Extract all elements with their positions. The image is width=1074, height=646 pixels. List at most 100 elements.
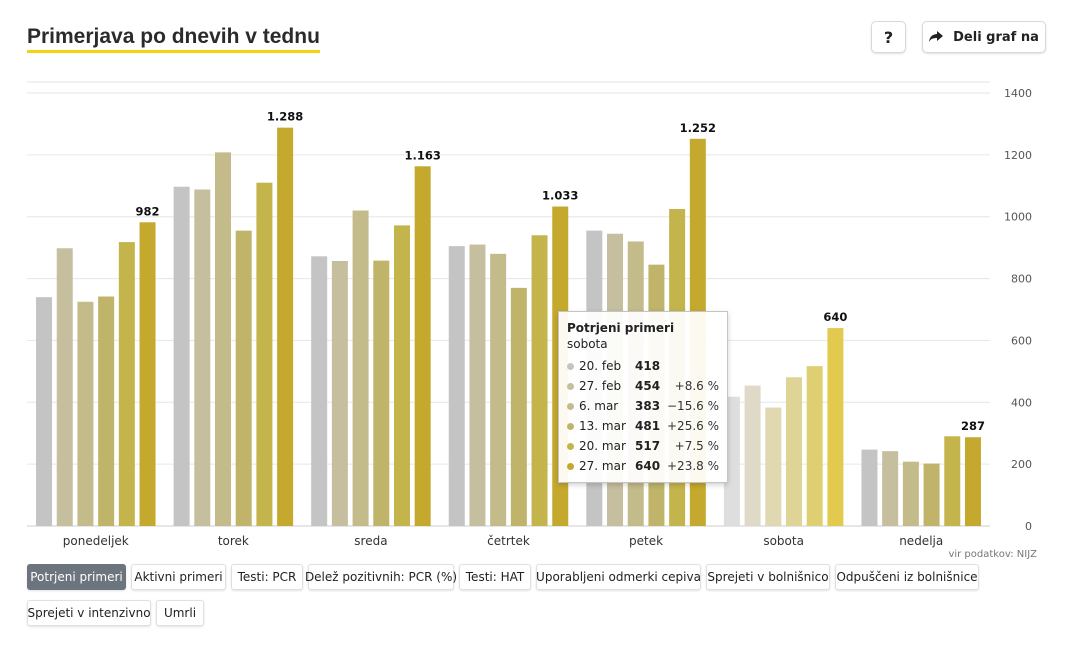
bar	[215, 152, 232, 526]
bar	[373, 260, 390, 526]
share-button[interactable]: Deli graf na	[922, 21, 1046, 53]
value-label: 1.288	[267, 110, 303, 124]
bar	[765, 407, 782, 526]
series-dot-icon	[567, 382, 574, 390]
y-tick-label: 1000	[1004, 211, 1032, 224]
series-dot-icon	[567, 362, 574, 370]
value-label: 982	[136, 204, 160, 218]
y-tick-label: 1200	[1004, 149, 1032, 162]
tab-sprejeti-v-bolnišnico[interactable]: Sprejeti v bolnišnico	[706, 564, 830, 590]
bar	[331, 260, 348, 526]
bar-chart: 0 200 400 600 800 1000 1200 1400 982 ponedeljek 1.…	[27, 81, 1032, 548]
x-category-label: sreda	[354, 534, 387, 548]
bar	[352, 210, 369, 526]
bar	[469, 244, 486, 527]
tab-testi-pcr[interactable]: Testi: PCR	[231, 564, 303, 590]
bar	[194, 189, 211, 527]
series-dot-icon	[567, 422, 574, 430]
tooltip-title: Potrjeni primeri	[567, 321, 675, 335]
bar	[882, 451, 899, 526]
tooltip-row: 20. feb 418	[567, 356, 719, 376]
tooltip-change: +25.6 %	[667, 419, 719, 433]
tab-delež-pozitivnih-pcr[interactable]: Delež pozitivnih: PCR (%)	[305, 564, 457, 590]
bar	[56, 248, 73, 527]
bar	[98, 296, 115, 526]
series-dot-icon	[567, 442, 574, 450]
value-label: 1.252	[680, 121, 716, 135]
tab-odpuščeni-iz-bolnišnice[interactable]: Odpuščeni iz bolnišnice	[835, 564, 979, 590]
value-label: 1.033	[542, 189, 578, 203]
bar	[414, 166, 431, 526]
tab-potrjeni-primeri[interactable]: Potrjeni primeri	[27, 564, 126, 590]
bar	[744, 385, 761, 526]
y-tick-label: 1400	[1004, 87, 1032, 100]
tooltip-change: +23.8 %	[667, 459, 719, 473]
x-category-label: ponedeljek	[63, 534, 129, 548]
chart-title: Primerjava po dnevih v tednu	[27, 25, 320, 53]
tooltip-change: −15.6 %	[667, 399, 719, 413]
bar	[827, 328, 844, 526]
tooltip-value: 517	[635, 439, 661, 453]
tooltip-value: 640	[635, 459, 661, 473]
tooltip-row: 6. mar 383 −15.6 %	[567, 396, 719, 416]
tooltip-subtitle: sobota	[567, 337, 608, 351]
bar	[785, 377, 802, 526]
value-label: 287	[961, 419, 985, 433]
tab-sprejeti-v-intenzivno[interactable]: Sprejeti v intenzivno	[27, 600, 151, 626]
tooltip-row: 27. mar 640 +23.8 %	[567, 456, 719, 476]
share-arrow-icon	[929, 31, 944, 42]
bar	[118, 242, 135, 526]
tooltip-value: 481	[635, 419, 661, 433]
bar	[531, 235, 548, 526]
y-tick-label: 0	[1025, 520, 1032, 533]
bar	[256, 182, 273, 526]
tooltip-date: 13. mar	[579, 419, 626, 433]
tooltip-change: +8.6 %	[674, 379, 719, 393]
bar	[944, 436, 961, 526]
tab-aktivni-primeri[interactable]: Aktivni primeri	[131, 564, 226, 590]
series-dot-icon	[567, 402, 574, 410]
y-tick-label: 800	[1011, 273, 1032, 286]
bar	[923, 463, 940, 526]
bar	[510, 287, 527, 526]
tooltip-row: 27. feb 454 +8.6 %	[567, 376, 719, 396]
tooltip-change: +7.5 %	[674, 439, 719, 453]
bar	[77, 301, 94, 526]
tooltip-date: 27. mar	[579, 459, 626, 473]
tooltip-value: 454	[635, 379, 661, 393]
bar	[806, 366, 823, 526]
tooltip-date: 27. feb	[579, 379, 622, 393]
tooltip-date: 6. mar	[579, 399, 619, 413]
bar	[393, 225, 410, 527]
value-label: 640	[823, 310, 847, 324]
value-label: 1.163	[404, 148, 440, 162]
data-source: vir podatkov: NIJZ	[948, 549, 1037, 560]
y-tick-label: 200	[1011, 458, 1032, 471]
question-icon: ?	[883, 27, 894, 47]
x-category-label: nedelja	[899, 534, 943, 548]
tooltip-row: 13. mar 481 +25.6 %	[567, 416, 719, 436]
tab-umrli[interactable]: Umrli	[156, 600, 204, 626]
bar	[36, 297, 53, 526]
tooltip-value: 383	[635, 399, 661, 413]
tab-testi-hat[interactable]: Testi: HAT	[459, 564, 531, 590]
bar	[311, 256, 328, 526]
tooltip-date: 20. feb	[579, 359, 622, 373]
y-tick-label: 600	[1011, 334, 1032, 347]
x-category-label: četrtek	[487, 534, 530, 548]
x-category-label: torek	[218, 534, 249, 548]
tab-uporabljeni-odmerki-cepiva[interactable]: Uporabljeni odmerki cepiva	[536, 564, 701, 590]
bar	[964, 437, 981, 526]
help-button[interactable]: ?	[871, 21, 906, 53]
bar	[235, 230, 252, 526]
bar	[448, 246, 465, 526]
bar	[861, 449, 878, 526]
share-label: Deli graf na	[953, 29, 1039, 45]
bar	[139, 222, 156, 526]
tooltip-date: 20. mar	[579, 439, 626, 453]
bar	[490, 253, 507, 527]
x-category-label: sobota	[763, 534, 804, 548]
bar	[277, 127, 294, 526]
y-tick-label: 400	[1011, 396, 1032, 409]
bar	[173, 186, 190, 527]
